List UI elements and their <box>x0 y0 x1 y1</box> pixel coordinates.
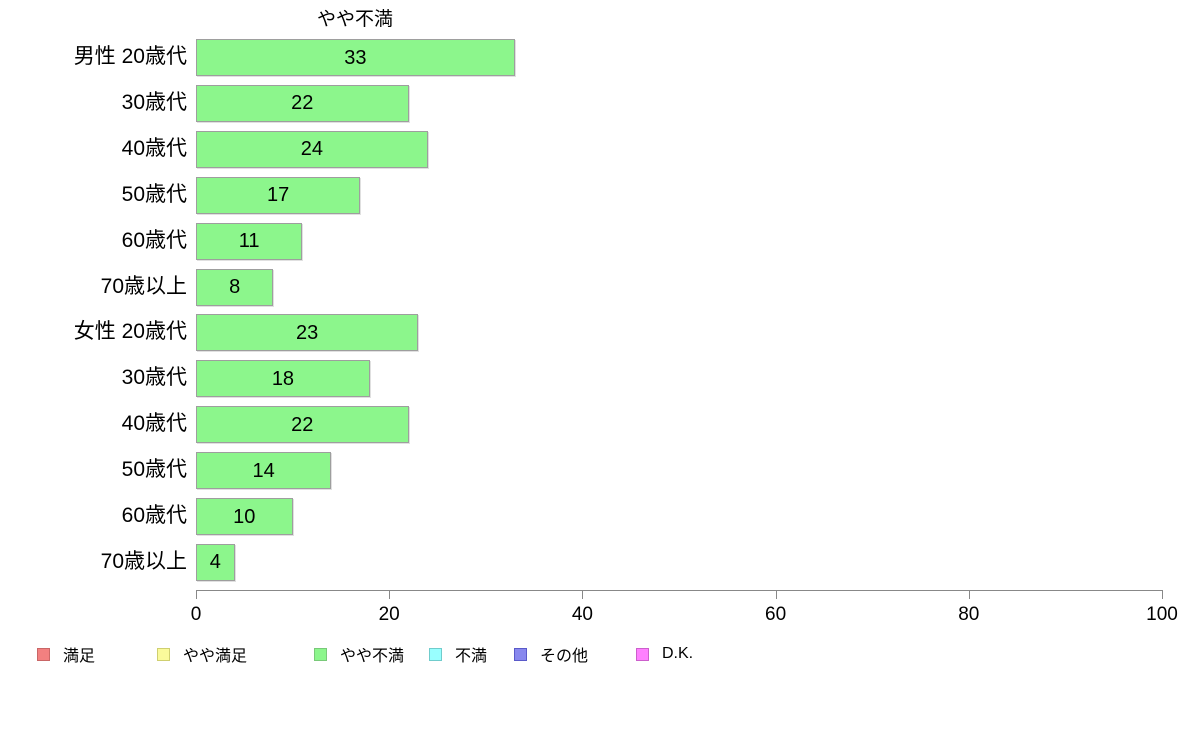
chart-row: 50歳代 14 <box>0 447 1188 493</box>
legend-swatch-icon <box>37 647 50 661</box>
bar-value-label: 24 <box>300 138 324 161</box>
chart-row: 50歳代 17 <box>0 172 1188 218</box>
bar-value-label: 10 <box>233 505 256 528</box>
bar-value-label: 17 <box>266 184 290 207</box>
bar-10: 14 <box>196 452 332 490</box>
bar-3: 24 <box>196 130 428 168</box>
x-axis-tick <box>968 590 970 599</box>
category-label: 50歳代 <box>121 458 187 482</box>
legend-item: やや不満 <box>314 641 404 667</box>
x-axis-tick-label: 100 <box>1146 604 1178 625</box>
bar-value-label: 22 <box>291 413 314 436</box>
chart-row: 男性 20歳代 33 <box>0 34 1188 80</box>
bar-12: 4 <box>196 543 235 581</box>
x-axis-tick <box>389 590 391 599</box>
bar-value-label: 14 <box>252 459 275 482</box>
category-label: 40歳代 <box>121 136 187 160</box>
chart-row: 60歳代 11 <box>0 218 1188 264</box>
category-label: 70歳以上 <box>100 549 187 573</box>
legend: 満足 やや満足 やや不満 不満 その他 D.K. <box>0 641 1188 671</box>
legend-swatch-icon <box>636 647 649 661</box>
chart-row: 70歳以上 8 <box>0 264 1188 310</box>
chart-row: 30歳代 18 <box>0 355 1188 401</box>
bar-6: 8 <box>196 268 274 306</box>
category-label: 50歳代 <box>121 182 187 206</box>
bar-9: 22 <box>196 406 409 444</box>
legend-label: やや不満 <box>340 648 405 665</box>
legend-swatch-icon <box>314 647 327 661</box>
chart-row: 女性 20歳代 23 <box>0 309 1188 355</box>
bar-5: 11 <box>196 222 303 260</box>
x-axis-tick-label: 60 <box>765 604 787 625</box>
category-label: 70歳以上 <box>100 274 187 298</box>
category-label: 30歳代 <box>121 90 187 114</box>
category-label: 女性 20歳代 <box>73 320 187 344</box>
x-axis-line <box>196 590 1162 591</box>
x-axis-tick-label: 0 <box>190 604 202 625</box>
chart-row: 30歳代 22 <box>0 80 1188 126</box>
legend-item: 満足 <box>37 641 95 667</box>
bar-value-label: 4 <box>209 551 221 574</box>
bar-value-label: 23 <box>295 321 319 344</box>
bar-7: 23 <box>196 314 419 352</box>
legend-label: D.K. <box>662 645 694 662</box>
legend-label: やや満足 <box>183 648 248 665</box>
bar-1: 33 <box>196 39 515 76</box>
legend-label: その他 <box>540 648 589 665</box>
bar-4: 17 <box>196 176 361 214</box>
legend-item: やや満足 <box>157 641 247 667</box>
x-axis-tick-label: 20 <box>378 604 400 625</box>
legend-item: 不満 <box>429 641 487 667</box>
x-axis-tick-label: 40 <box>571 604 593 625</box>
bar-value-label: 8 <box>229 276 241 298</box>
category-label: 男性 20歳代 <box>73 45 187 68</box>
legend-item: D.K. <box>636 641 693 667</box>
legend-label: 満足 <box>63 648 96 665</box>
chart-row: 40歳代 24 <box>0 126 1188 172</box>
bar-value-label: 33 <box>344 46 367 69</box>
bar-value-label: 11 <box>238 230 260 253</box>
legend-swatch-icon <box>429 647 442 661</box>
category-label: 40歳代 <box>121 412 187 436</box>
chart-title: やや不満 <box>316 9 393 30</box>
x-axis-tick <box>775 590 777 599</box>
legend-label: 不満 <box>455 648 488 665</box>
bar-8: 18 <box>196 360 370 398</box>
category-label: 60歳代 <box>121 228 187 252</box>
bar-value-label: 18 <box>271 367 295 390</box>
bar-11: 10 <box>196 498 293 535</box>
chart-row: 70歳以上 4 <box>0 539 1188 585</box>
legend-swatch-icon <box>157 647 170 661</box>
x-axis-tick <box>196 590 197 599</box>
legend-swatch-icon <box>514 647 527 661</box>
legend-item: その他 <box>514 641 588 667</box>
chart-row: 60歳代 10 <box>0 493 1188 539</box>
x-axis-tick <box>582 590 584 599</box>
category-label: 60歳代 <box>121 504 187 527</box>
category-label: 30歳代 <box>121 366 187 390</box>
chart-row: 40歳代 22 <box>0 401 1188 447</box>
x-axis-tick <box>1162 590 1163 599</box>
bar-2: 22 <box>196 84 409 122</box>
x-axis-tick-label: 80 <box>958 604 980 625</box>
bar-value-label: 22 <box>291 92 314 115</box>
